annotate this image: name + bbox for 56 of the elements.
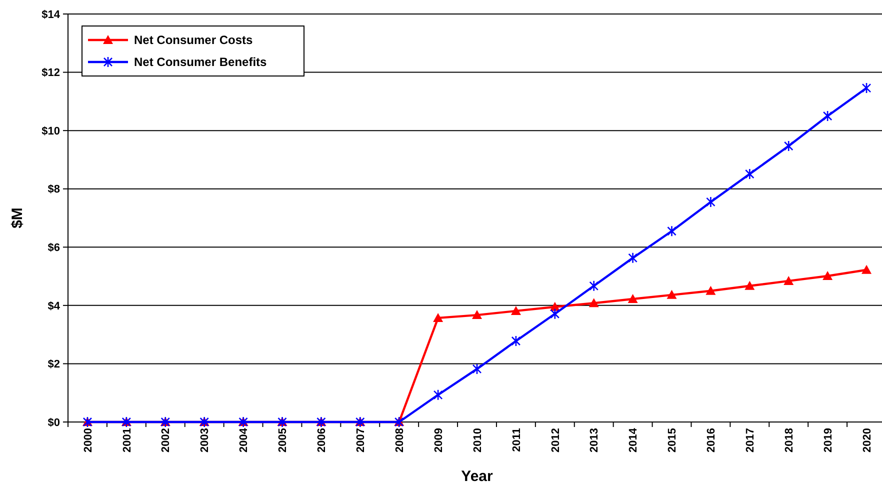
x-tick-label: 2018 bbox=[783, 428, 796, 452]
point bbox=[589, 280, 599, 292]
point bbox=[472, 363, 482, 375]
point bbox=[745, 168, 754, 180]
point bbox=[511, 335, 521, 347]
point bbox=[550, 308, 560, 320]
y-tick-label: $2 bbox=[48, 358, 60, 371]
x-tick-label: 2010 bbox=[472, 428, 484, 452]
x-tick-label: 2020 bbox=[861, 428, 874, 452]
x-tick-label: 2001 bbox=[121, 428, 134, 452]
point bbox=[628, 252, 638, 264]
point bbox=[472, 310, 482, 320]
point bbox=[706, 196, 716, 208]
x-tick-label: 2000 bbox=[82, 428, 94, 452]
point bbox=[667, 225, 676, 237]
x-tick-label: 2007 bbox=[354, 428, 367, 452]
legend-label: Net Consumer Costs bbox=[134, 33, 254, 48]
x-tick-label: 2011 bbox=[510, 428, 523, 452]
point bbox=[706, 286, 716, 295]
x-tick-label: 2012 bbox=[550, 428, 562, 452]
point bbox=[588, 298, 599, 308]
point bbox=[666, 290, 677, 299]
y-tick-label: $12 bbox=[42, 67, 60, 80]
x-tick-label: 2017 bbox=[744, 428, 757, 452]
x-tick-label: 2015 bbox=[666, 428, 679, 452]
point bbox=[862, 82, 872, 94]
x-tick-label: 2006 bbox=[316, 428, 328, 452]
y-tick-label: $14 bbox=[42, 8, 61, 21]
x-tick-label: 2019 bbox=[822, 428, 834, 452]
point bbox=[784, 276, 794, 285]
x-tick-label: 2009 bbox=[432, 428, 445, 452]
point bbox=[822, 270, 833, 280]
x-tick-label: 2013 bbox=[588, 428, 601, 452]
x-tick-label: 2002 bbox=[160, 428, 172, 452]
x-axis-title: Year bbox=[461, 468, 494, 484]
point bbox=[744, 280, 755, 290]
point bbox=[433, 389, 443, 401]
point bbox=[433, 312, 444, 322]
y-tick-label: $0 bbox=[48, 416, 60, 429]
point bbox=[628, 294, 638, 304]
x-tick-label: 2003 bbox=[199, 428, 212, 452]
x-tick-label: 2005 bbox=[277, 428, 290, 452]
x-tick-label: 2016 bbox=[706, 428, 718, 452]
y-tick-label: $8 bbox=[48, 184, 60, 196]
point bbox=[510, 306, 521, 315]
x-tick-label: 2004 bbox=[238, 427, 250, 452]
point bbox=[822, 110, 832, 122]
point bbox=[784, 140, 794, 152]
point bbox=[862, 264, 872, 274]
y-tick-label: $10 bbox=[42, 125, 60, 138]
y-tick-label: $6 bbox=[48, 242, 60, 254]
legend-label: Net Consumer Benefits bbox=[134, 55, 268, 70]
y-tick-label: $4 bbox=[48, 300, 61, 312]
y-axis-title: $M bbox=[9, 208, 26, 228]
x-tick-label: 2014 bbox=[628, 427, 640, 452]
x-tick-label: 2008 bbox=[394, 428, 406, 452]
